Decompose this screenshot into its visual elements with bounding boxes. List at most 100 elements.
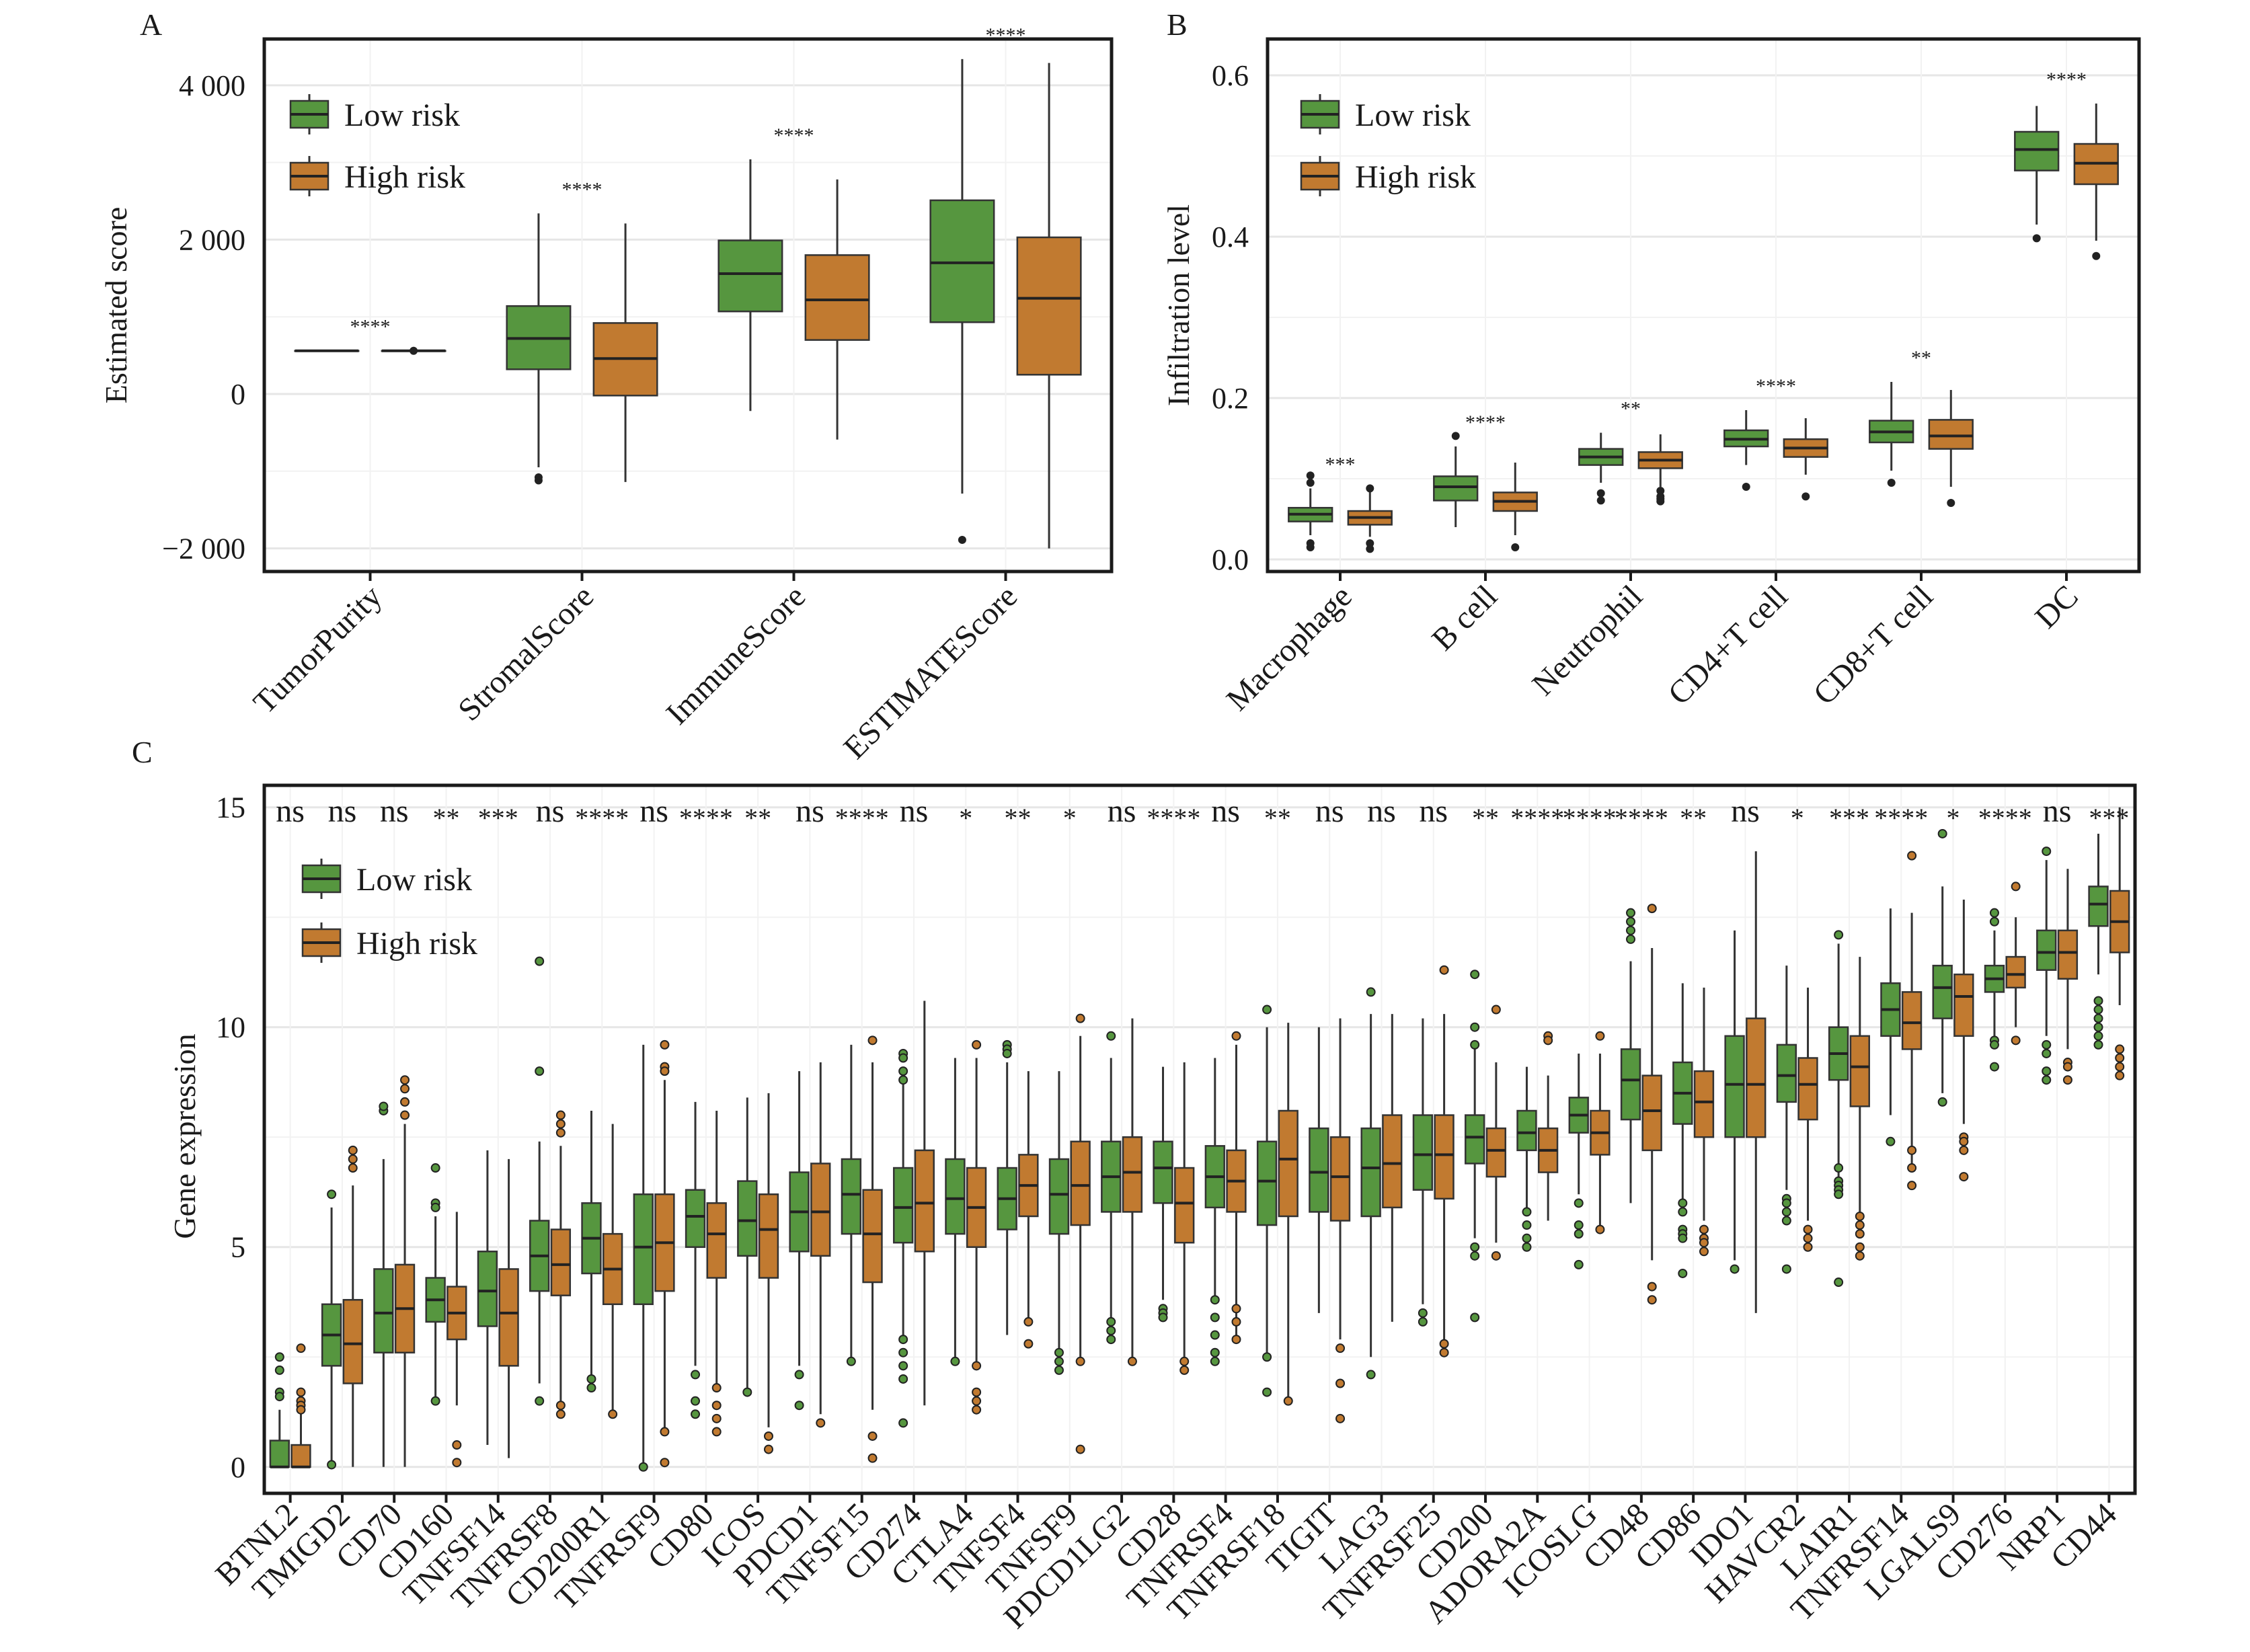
panel-c-box-low-6: [581, 1110, 602, 1393]
panel-c-box-high-24: [1537, 1031, 1559, 1221]
outlier-point: [2032, 234, 2041, 243]
outlier-point: [400, 1110, 410, 1120]
box-iqr: [2088, 886, 2109, 927]
panel-c-box-high-25: [1590, 1031, 1611, 1234]
outlier-point: [1335, 1378, 1346, 1388]
outlier-point: [1574, 1220, 1584, 1230]
outlier-point: [555, 1110, 566, 1120]
panel-c-box-low-18: [1204, 1058, 1225, 1366]
panel-c-box-high-23: [1485, 1005, 1507, 1261]
outlier-point: [660, 1039, 670, 1050]
panel-c-box-high-6: [602, 1124, 623, 1419]
box-iqr: [1901, 991, 1923, 1050]
outlier-point: [1106, 1335, 1116, 1345]
outlier-point: [1470, 1039, 1480, 1050]
outlier-point: [555, 1401, 566, 1411]
panel-a-y-tick-label: 2 000: [179, 223, 245, 256]
box-iqr: [841, 1158, 862, 1235]
box-iqr: [1122, 1136, 1143, 1213]
outlier-point: [1366, 987, 1376, 997]
outlier-point: [1907, 1181, 1917, 1191]
outlier-point: [1106, 1316, 1116, 1327]
panel-c-box-low-29: [1776, 966, 1797, 1274]
outlier-point: [2042, 1066, 2052, 1076]
outlier-point: [2062, 1062, 2072, 1072]
panel-a-box-high-1: [592, 223, 658, 482]
outlier-point: [1262, 1387, 1272, 1397]
panel-a-legend-item-low-risk: Low risk: [289, 94, 460, 134]
outlier-point: [1699, 1247, 1709, 1257]
outlier-point: [1803, 1233, 1813, 1243]
outlier-point: [867, 1431, 878, 1441]
outlier-point: [1947, 499, 1955, 507]
outlier-point: [2093, 996, 2103, 1006]
panel-c-significance-label: ns: [796, 793, 824, 829]
panel-c-box-low-32: [1932, 828, 1953, 1107]
panel-c-box-high-1: [342, 1145, 363, 1467]
outlier-point: [763, 1431, 773, 1441]
legend-label: High risk: [1355, 159, 1476, 195]
outlier-point: [867, 1035, 878, 1046]
panel-c-box-high-9: [758, 1093, 779, 1454]
outlier-point: [1834, 1189, 1844, 1199]
panel-c-box-high-35: [2109, 807, 2130, 1080]
outlier-point: [1158, 1312, 1168, 1323]
box-iqr: [1928, 419, 1974, 450]
outlier-point: [1989, 908, 1999, 918]
outlier-point: [400, 1097, 410, 1107]
outlier-point: [867, 1453, 878, 1463]
panel-a: A −2 000 0 2 000 4 000 Estimated score **** **…: [99, 7, 1114, 766]
panel-b-significance-label: ****: [2046, 69, 2087, 91]
outlier-point: [958, 535, 966, 544]
panel-c-box-high-14: [1018, 1071, 1039, 1349]
outlier-point: [1075, 1013, 1085, 1023]
outlier-point: [1179, 1365, 1190, 1375]
outlier-point: [1730, 1264, 1740, 1274]
panel-b-significance-label: **: [1621, 398, 1641, 420]
panel-c-box-high-12: [914, 1000, 935, 1406]
outlier-point: [430, 1202, 440, 1212]
outlier-point: [691, 1409, 701, 1419]
panel-c-box-high-17: [1174, 1062, 1195, 1375]
outlier-point: [1522, 1220, 1532, 1230]
outlier-point: [2093, 1013, 2103, 1023]
panel-b-y-tick-label: 0.0: [1212, 543, 1249, 576]
outlier-point: [711, 1383, 722, 1393]
panel-a-significance-label: ****: [350, 316, 391, 338]
outlier-point: [1306, 543, 1315, 551]
panel-a-box-high-0: [381, 346, 447, 355]
box-iqr: [1433, 475, 1479, 502]
panel-c-significance-label: ns: [328, 793, 357, 829]
outlier-point: [1781, 1207, 1791, 1217]
box-iqr: [929, 199, 995, 323]
panel-c-box-high-16: [1122, 1018, 1143, 1366]
panel-a-box-low-3: [929, 58, 995, 544]
outlier-point: [348, 1145, 358, 1155]
outlier-point: [1210, 1330, 1220, 1340]
outlier-point: [794, 1401, 804, 1411]
outlier-point: [1231, 1316, 1241, 1327]
box-iqr: [1746, 1017, 1767, 1138]
panel-c-box-low-9: [737, 1097, 758, 1397]
outlier-point: [660, 1458, 670, 1468]
panel-c-box-high-18: [1226, 1031, 1247, 1345]
outlier-point: [1522, 1233, 1532, 1243]
panel-c-box-high-31: [1901, 851, 1923, 1191]
panel-c-significance-label: **: [1005, 803, 1032, 833]
outlier-point: [1574, 1259, 1584, 1269]
panel-b-significance-label: ***: [1325, 453, 1356, 475]
panel-c-box-high-8: [706, 1110, 727, 1437]
box-iqr: [550, 1228, 572, 1296]
box-iqr: [1620, 1048, 1641, 1121]
panel-b-plot-frame: [1266, 37, 2141, 574]
panel-c-significance-label: ns: [1211, 793, 1240, 829]
panel-c-box-high-30: [1849, 957, 1870, 1261]
panel-c-box-high-27: [1693, 987, 1715, 1257]
outlier-point: [1543, 1035, 1553, 1046]
panel-c-significance-label: **: [744, 803, 771, 833]
outlier-point: [1781, 1216, 1791, 1226]
outlier-point: [296, 1387, 306, 1397]
outlier-point: [1855, 1251, 1865, 1261]
panel-c-box-low-25: [1568, 1053, 1589, 1269]
outlier-point: [555, 1128, 566, 1138]
